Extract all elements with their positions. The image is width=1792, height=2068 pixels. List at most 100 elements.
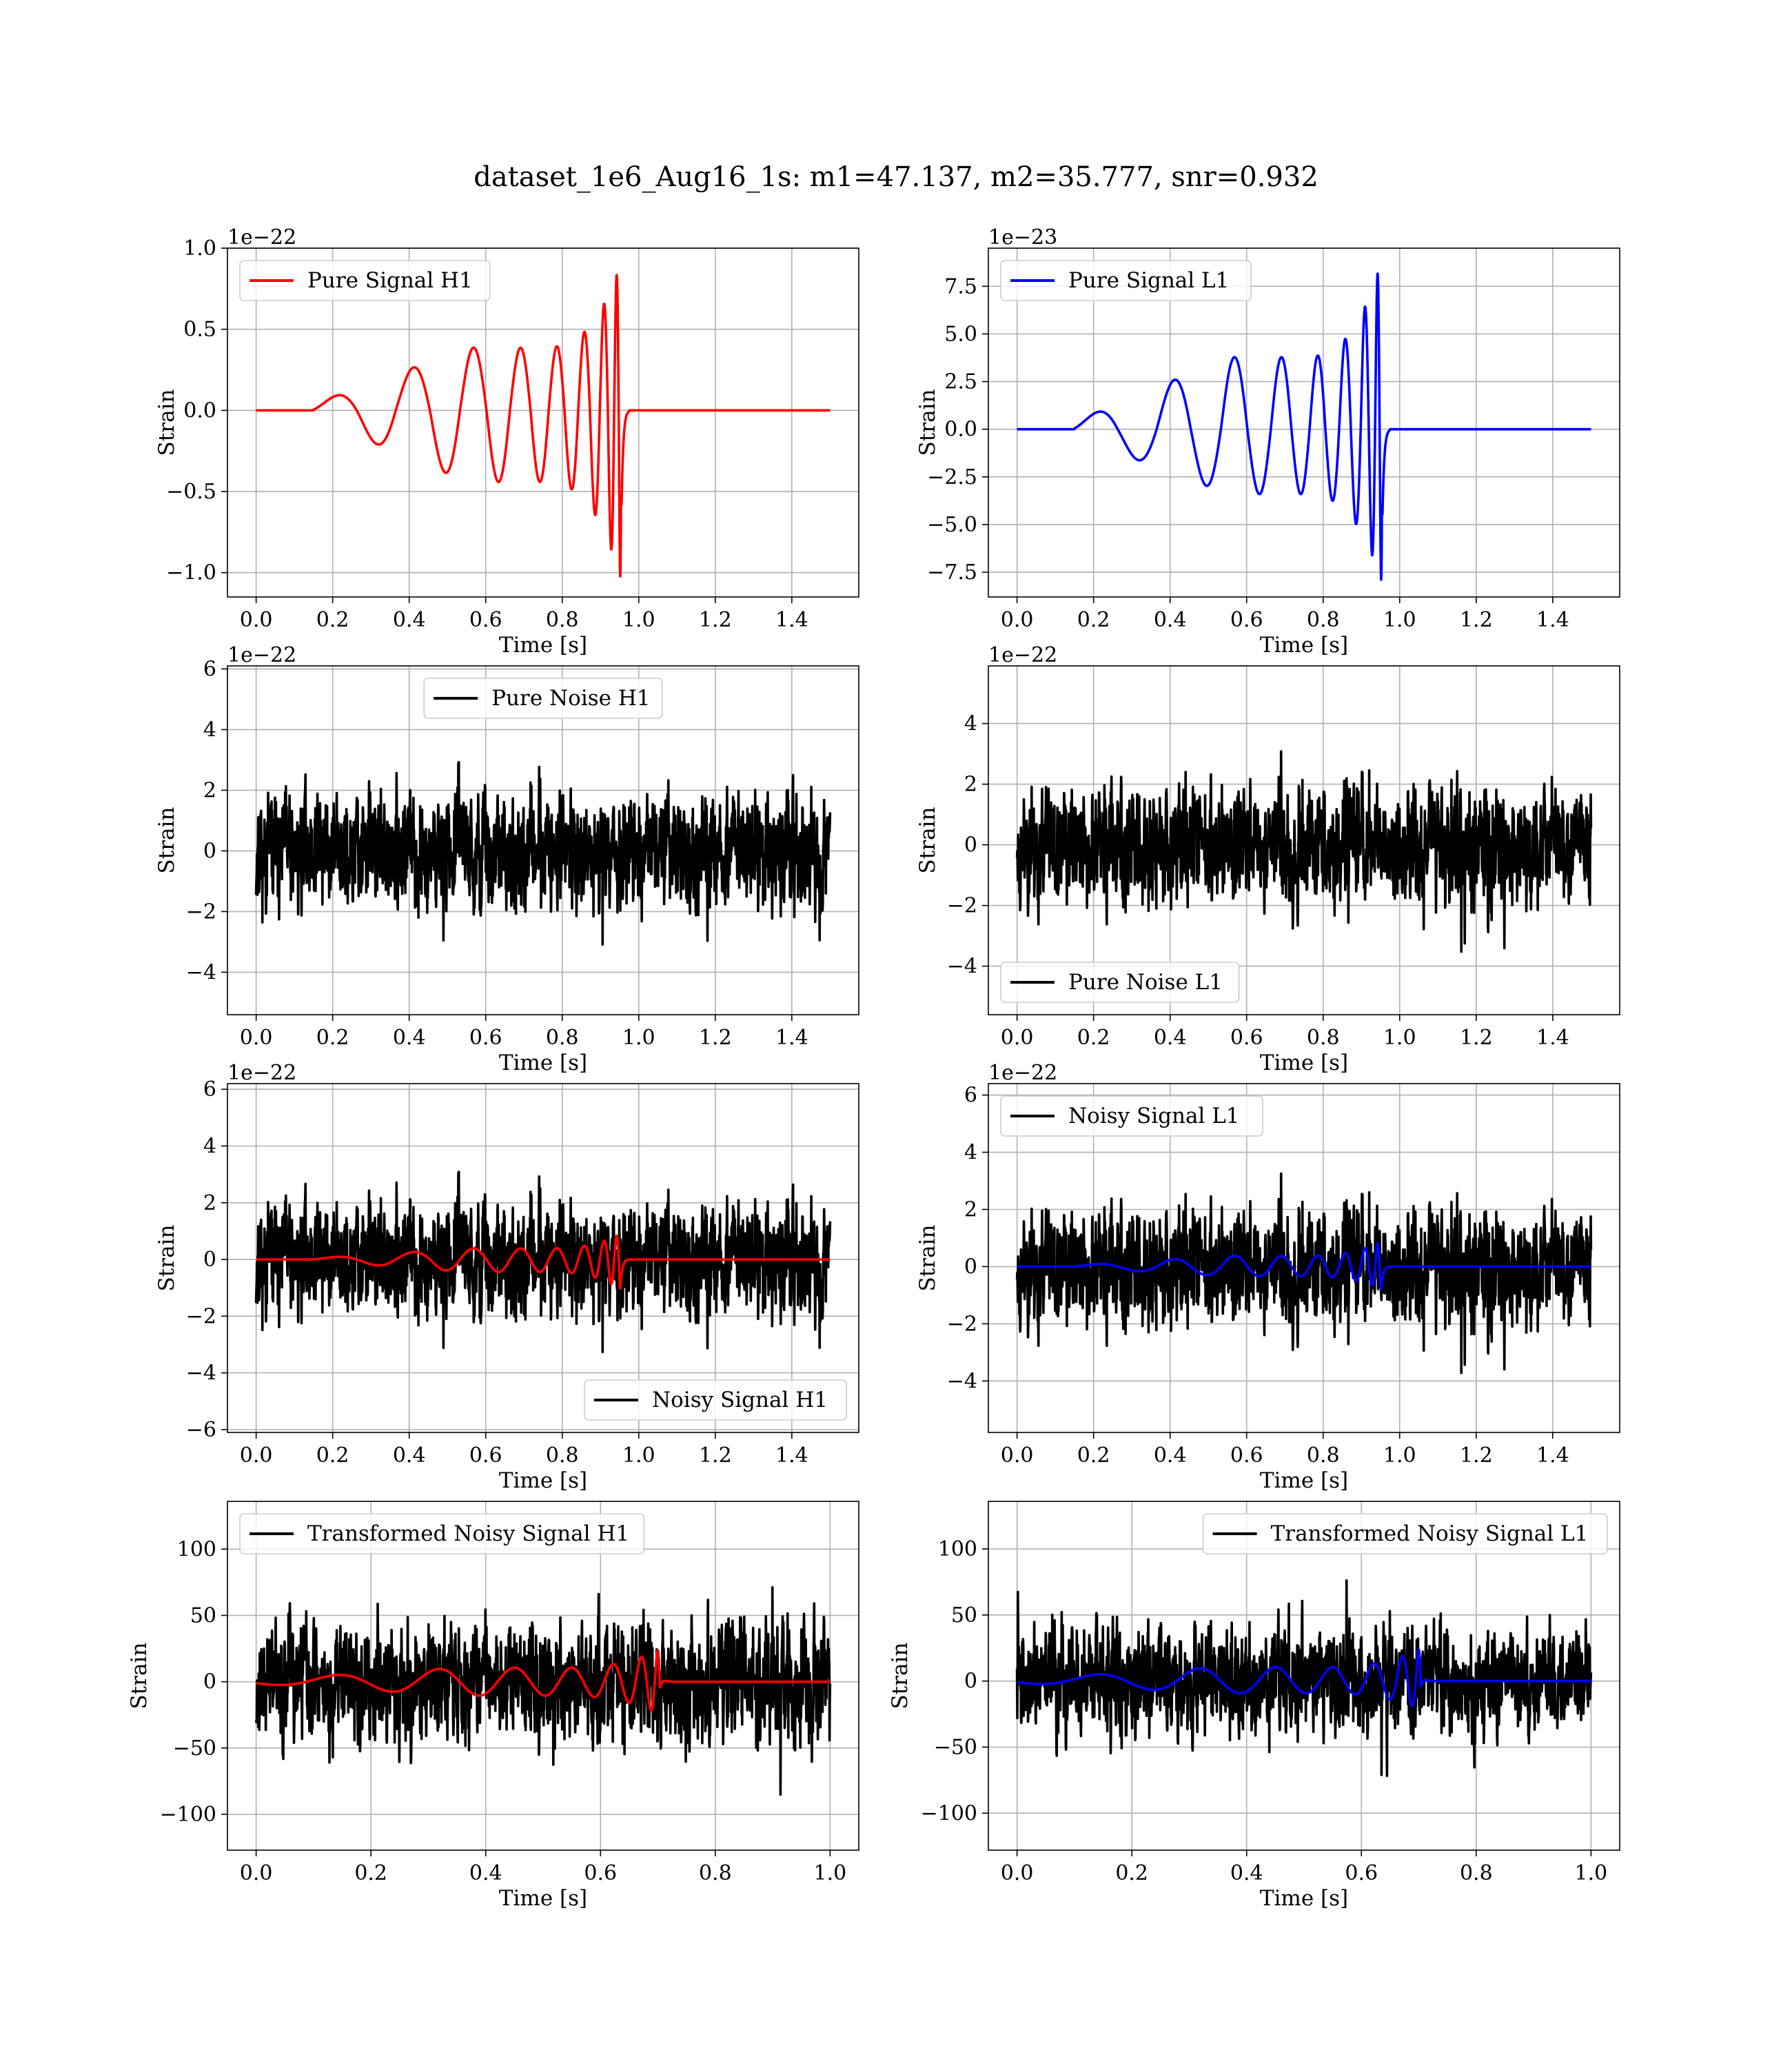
x-tick-label: 0.6 <box>1230 1443 1263 1468</box>
axes-frame <box>988 1083 1620 1433</box>
x-tick-label: 0.6 <box>1345 1861 1378 1885</box>
x-tick-label: 1.2 <box>699 608 732 632</box>
y-axis-label: Strain <box>888 1643 913 1710</box>
y-tick-label: −100 <box>160 1803 216 1827</box>
x-tick-label: 0.2 <box>316 1026 349 1050</box>
x-axis-label: Time [s] <box>1260 1886 1348 1911</box>
y-tick-label: 6 <box>203 1077 216 1102</box>
x-axis-label: Time [s] <box>499 1051 587 1075</box>
x-tick-label: 1.4 <box>1536 1026 1569 1050</box>
x-tick-label: 0.2 <box>1077 608 1110 632</box>
y-axis-exponent: 1e−22 <box>227 1061 296 1085</box>
x-tick-label: 0.0 <box>240 1026 273 1050</box>
y-tick-label: −2 <box>186 900 216 924</box>
y-tick-label: 2 <box>964 1197 977 1221</box>
legend-frame <box>239 1513 645 1554</box>
legend-frame <box>584 1379 847 1421</box>
x-tick-label: 0.2 <box>1077 1026 1110 1050</box>
series-line <box>1015 1579 1593 1777</box>
y-tick-label: −2 <box>947 894 977 918</box>
y-axis-label: Strain <box>154 1225 179 1292</box>
series-line <box>254 1586 832 1796</box>
series-line <box>1016 272 1592 581</box>
axes-frame <box>227 665 859 1015</box>
x-tick-label: 0.0 <box>240 608 273 632</box>
y-axis-exponent: 1e−22 <box>988 1061 1057 1085</box>
subplot-1: 0.0 0.2 0.4 0.6 0.8 1.0 1.2 1.4 1.0 0.5 0.0 −0.5 −1.… <box>154 225 859 658</box>
x-tick-label: 0.0 <box>1001 1861 1034 1885</box>
y-tick-label: 4 <box>203 718 216 742</box>
y-axis-label: Strain <box>127 1643 152 1710</box>
x-tick-label: 1.4 <box>1536 1443 1569 1468</box>
y-axis-exponent: 1e−23 <box>988 225 1057 250</box>
legend: Noisy Signal H1 <box>584 1379 847 1421</box>
y-tick-label: 0.5 <box>183 318 216 342</box>
x-axis-label: Time [s] <box>1260 633 1348 658</box>
y-tick-label: 2.5 <box>944 370 977 394</box>
y-tick-label: 50 <box>951 1603 977 1628</box>
x-tick-label: 1.0 <box>622 1026 655 1050</box>
series-line <box>254 761 832 946</box>
legend-label: Transformed Noisy Signal H1 <box>307 1521 629 1546</box>
subplot-5: 0.0 0.2 0.4 0.6 0.8 1.0 1.2 1.4 6 4 2 0 −2 −4 −6 Time [… <box>154 1061 859 1493</box>
x-tick-label: 0.4 <box>1230 1861 1263 1885</box>
x-tick-label: 0.8 <box>546 1026 579 1050</box>
overlay-signal-line <box>1016 1648 1592 1707</box>
y-tick-label: 2 <box>964 773 977 797</box>
overlay-signal-line <box>255 1234 831 1290</box>
legend-frame <box>1000 1095 1263 1137</box>
y-tick-label: 0 <box>203 839 216 863</box>
x-tick-label: 0.6 <box>584 1861 617 1885</box>
overlay-signal-line <box>255 1649 831 1712</box>
x-tick-label: 0.4 <box>1154 608 1187 632</box>
x-tick-label: 1.2 <box>1460 608 1493 632</box>
x-tick-label: 1.2 <box>1460 1443 1493 1468</box>
x-axis-label: Time [s] <box>1260 1051 1348 1075</box>
series-line <box>1015 1172 1593 1375</box>
x-tick-label: 0.2 <box>316 608 349 632</box>
y-axis-label: Strain <box>154 807 179 874</box>
figure-title: dataset_1e6_Aug16_1s: m1=47.137, m2=35.7… <box>474 161 1318 193</box>
legend: Pure Noise H1 <box>423 678 663 719</box>
y-tick-label: −6 <box>186 1418 216 1442</box>
subplot-4: 0.0 0.2 0.4 0.6 0.8 1.0 1.2 1.4 4 2 0 −2 −4 Time [s] S… <box>915 643 1620 1075</box>
legend-label: Pure Signal H1 <box>307 268 473 293</box>
x-tick-label: 1.0 <box>1575 1861 1608 1885</box>
x-tick-label: 0.4 <box>393 608 426 632</box>
legend-label: Transformed Noisy Signal L1 <box>1271 1521 1589 1546</box>
subplot-2: 0.0 0.2 0.4 0.6 0.8 1.0 1.2 1.4 7.5 5.0 2.5 0.0 −2.5… <box>915 225 1620 658</box>
y-tick-label: 7.5 <box>944 274 977 298</box>
y-tick-label: 50 <box>190 1603 216 1628</box>
x-tick-label: 1.0 <box>622 608 655 632</box>
x-tick-label: 0.6 <box>1230 1026 1263 1050</box>
axes-frame <box>227 247 859 598</box>
y-tick-label: −5.0 <box>927 513 977 537</box>
x-tick-label: 0.0 <box>1001 608 1034 632</box>
y-tick-label: 100 <box>938 1537 977 1561</box>
x-tick-label: 1.0 <box>622 1443 655 1468</box>
legend-frame <box>1000 260 1252 301</box>
y-tick-label: 4 <box>964 1141 977 1165</box>
legend: Noisy Signal L1 <box>1000 1095 1263 1137</box>
legend-label: Noisy Signal H1 <box>652 1388 828 1412</box>
legend-frame <box>239 260 491 301</box>
y-tick-label: 0.0 <box>183 398 216 423</box>
x-tick-label: 0.2 <box>1077 1443 1110 1468</box>
y-axis-exponent: 1e−22 <box>988 643 1057 667</box>
legend: Transformed Noisy Signal H1 <box>239 1513 645 1554</box>
y-axis-label: Strain <box>915 389 940 456</box>
x-tick-label: 1.2 <box>699 1443 732 1468</box>
y-tick-label: −1.0 <box>166 561 216 585</box>
x-tick-label: 0.0 <box>1001 1026 1034 1050</box>
series-line <box>254 1170 832 1353</box>
y-tick-label: −4 <box>947 955 977 979</box>
legend-frame <box>1000 962 1240 1003</box>
y-tick-label: 0 <box>964 1255 977 1279</box>
y-axis-label: Strain <box>915 1225 940 1292</box>
y-tick-label: −4 <box>186 960 216 984</box>
y-axis-label: Strain <box>154 389 179 456</box>
overlay-signal-line <box>1016 1241 1592 1290</box>
legend-label: Pure Signal L1 <box>1068 268 1229 293</box>
x-tick-label: 1.4 <box>775 1026 808 1050</box>
